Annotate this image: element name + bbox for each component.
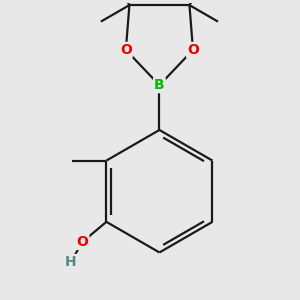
Text: B: B (154, 78, 165, 92)
Text: H: H (65, 255, 77, 269)
Text: O: O (76, 235, 88, 249)
Text: O: O (187, 43, 199, 57)
Text: O: O (120, 43, 132, 57)
